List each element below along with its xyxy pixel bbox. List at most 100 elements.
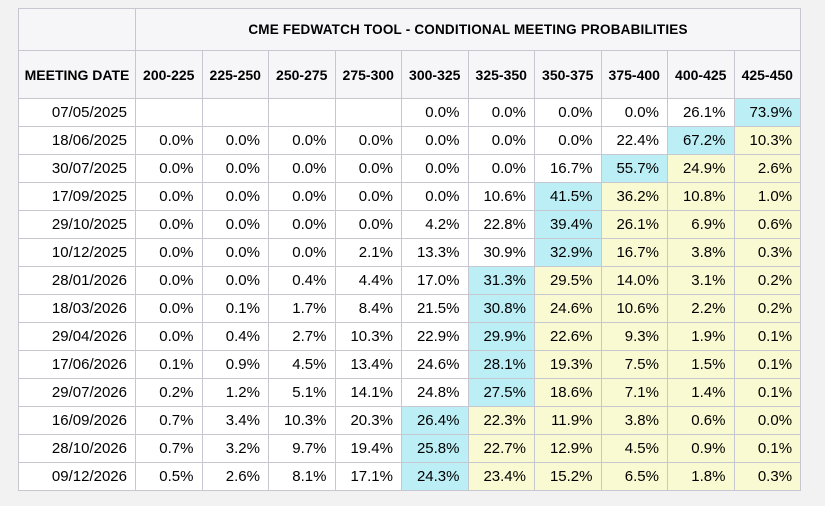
corner-empty-cell bbox=[18, 8, 136, 51]
probability-cell: 30.8% bbox=[467, 294, 535, 323]
probability-cell: 24.6% bbox=[401, 350, 469, 379]
probability-cell: 22.8% bbox=[467, 210, 535, 239]
probability-cell: 0.7% bbox=[135, 406, 203, 435]
probability-cell: 3.8% bbox=[667, 238, 735, 267]
probability-cell: 23.4% bbox=[467, 462, 535, 491]
column-header-row: MEETING DATE 200-225 225-250 250-275 275… bbox=[18, 50, 802, 99]
probability-cell: 12.9% bbox=[534, 434, 602, 463]
probability-cell: 0.0% bbox=[268, 238, 336, 267]
probability-cell: 29.5% bbox=[534, 266, 602, 295]
probability-cell: 0.9% bbox=[667, 434, 735, 463]
probability-cell: 1.8% bbox=[667, 462, 735, 491]
probability-cell: 0.0% bbox=[201, 182, 269, 211]
probability-cell: 0.0% bbox=[201, 154, 269, 183]
table-row: 17/06/2026 0.1% 0.9% 4.5% 13.4% 24.6% 28.1% 19.… bbox=[18, 350, 802, 379]
probability-cell: 10.3% bbox=[268, 406, 336, 435]
probability-cell: 24.8% bbox=[401, 378, 469, 407]
fedwatch-table-container: CME FEDWATCH TOOL - CONDITIONAL MEETING … bbox=[18, 8, 802, 491]
probability-cell: 24.3% bbox=[401, 462, 469, 491]
probability-cell: 9.3% bbox=[600, 322, 668, 351]
probability-cell: 0.3% bbox=[733, 238, 802, 267]
probability-cell: 0.1% bbox=[201, 294, 269, 323]
probability-cell: 0.1% bbox=[733, 378, 802, 407]
probability-cell: 0.7% bbox=[135, 434, 203, 463]
rate-range-header: 275-300 bbox=[334, 50, 402, 99]
probability-cell: 26.1% bbox=[600, 210, 668, 239]
meeting-date-cell: 09/12/2026 bbox=[18, 462, 136, 491]
probability-cell: 15.2% bbox=[534, 462, 602, 491]
probability-cell: 24.9% bbox=[667, 154, 735, 183]
probability-cell: 0.0% bbox=[268, 154, 336, 183]
probability-cell: 0.3% bbox=[733, 462, 802, 491]
probability-cell: 1.2% bbox=[201, 378, 269, 407]
table-row: 18/03/2026 0.0% 0.1% 1.7% 8.4% 21.5% 30.8% 24.6… bbox=[18, 294, 802, 323]
probability-cell: 1.5% bbox=[667, 350, 735, 379]
probability-cell: 1.4% bbox=[667, 378, 735, 407]
probability-cell: 0.0% bbox=[600, 98, 668, 127]
probability-cell: 0.2% bbox=[733, 266, 802, 295]
probability-cell: 0.0% bbox=[135, 294, 203, 323]
rate-range-header: 225-250 bbox=[201, 50, 269, 99]
probability-cell: 9.7% bbox=[268, 434, 336, 463]
probability-cell: 25.8% bbox=[401, 434, 469, 463]
probability-cell: 0.0% bbox=[401, 126, 469, 155]
table-row: 28/01/2026 0.0% 0.0% 0.4% 4.4% 17.0% 31.3% 29.5… bbox=[18, 266, 802, 295]
table-row: 07/05/2025 0.0% 0.0% 0.0% 0.0% 26.1% 73.9% bbox=[18, 98, 802, 127]
probability-cell: 0.2% bbox=[135, 378, 203, 407]
probability-cell: 0.0% bbox=[401, 154, 469, 183]
probability-cell bbox=[201, 98, 269, 127]
probability-cell: 0.4% bbox=[268, 266, 336, 295]
probability-cell: 1.9% bbox=[667, 322, 735, 351]
probability-cell: 0.1% bbox=[733, 322, 802, 351]
probability-cell: 6.5% bbox=[600, 462, 668, 491]
table-header: CME FEDWATCH TOOL - CONDITIONAL MEETING … bbox=[18, 8, 802, 99]
meeting-date-cell: 07/05/2025 bbox=[18, 98, 136, 127]
probability-cell: 22.9% bbox=[401, 322, 469, 351]
probability-cell: 10.6% bbox=[467, 182, 535, 211]
probability-cell: 4.4% bbox=[334, 266, 402, 295]
probability-cell: 0.0% bbox=[201, 210, 269, 239]
probability-cell: 2.6% bbox=[201, 462, 269, 491]
probability-cell: 16.7% bbox=[600, 238, 668, 267]
probability-cell: 6.9% bbox=[667, 210, 735, 239]
rate-range-header: 425-450 bbox=[733, 50, 802, 99]
probability-cell: 14.1% bbox=[334, 378, 402, 407]
probability-cell: 5.1% bbox=[268, 378, 336, 407]
probability-cell: 0.0% bbox=[268, 182, 336, 211]
probability-cell: 0.0% bbox=[268, 210, 336, 239]
probability-cell: 16.7% bbox=[534, 154, 602, 183]
rate-range-header: 350-375 bbox=[534, 50, 602, 99]
rate-range-header: 400-425 bbox=[667, 50, 735, 99]
probability-cell: 0.0% bbox=[534, 98, 602, 127]
probability-cell: 2.1% bbox=[334, 238, 402, 267]
probability-cell: 10.8% bbox=[667, 182, 735, 211]
probability-cell: 0.0% bbox=[334, 182, 402, 211]
probability-cell: 10.6% bbox=[600, 294, 668, 323]
probability-cell: 0.0% bbox=[135, 126, 203, 155]
meeting-date-cell: 16/09/2026 bbox=[18, 406, 136, 435]
probability-cell bbox=[135, 98, 203, 127]
rate-range-header: 375-400 bbox=[600, 50, 668, 99]
probability-cell: 29.9% bbox=[467, 322, 535, 351]
probability-cell: 0.0% bbox=[467, 154, 535, 183]
table-row: 16/09/2026 0.7% 3.4% 10.3% 20.3% 26.4% 22.3% 11… bbox=[18, 406, 802, 435]
probability-cell: 0.0% bbox=[268, 126, 336, 155]
probability-cell: 4.2% bbox=[401, 210, 469, 239]
probability-cell: 0.0% bbox=[135, 322, 203, 351]
probability-cell: 10.3% bbox=[334, 322, 402, 351]
probability-cell: 0.6% bbox=[733, 210, 802, 239]
probability-cell: 0.4% bbox=[201, 322, 269, 351]
probability-cell: 13.4% bbox=[334, 350, 402, 379]
probability-cell: 0.1% bbox=[135, 350, 203, 379]
probability-cell: 22.4% bbox=[600, 126, 668, 155]
table-row: 29/04/2026 0.0% 0.4% 2.7% 10.3% 22.9% 29.9% 22.… bbox=[18, 322, 802, 351]
table-row: 28/10/2026 0.7% 3.2% 9.7% 19.4% 25.8% 22.7% 12.… bbox=[18, 434, 802, 463]
probability-cell: 0.1% bbox=[733, 434, 802, 463]
probability-cell: 0.0% bbox=[135, 154, 203, 183]
probability-cell: 7.5% bbox=[600, 350, 668, 379]
probability-cell: 0.0% bbox=[401, 98, 469, 127]
probability-cell: 22.6% bbox=[534, 322, 602, 351]
probability-cell: 0.0% bbox=[334, 126, 402, 155]
probability-cell: 0.0% bbox=[401, 182, 469, 211]
probability-cell: 0.0% bbox=[733, 406, 802, 435]
